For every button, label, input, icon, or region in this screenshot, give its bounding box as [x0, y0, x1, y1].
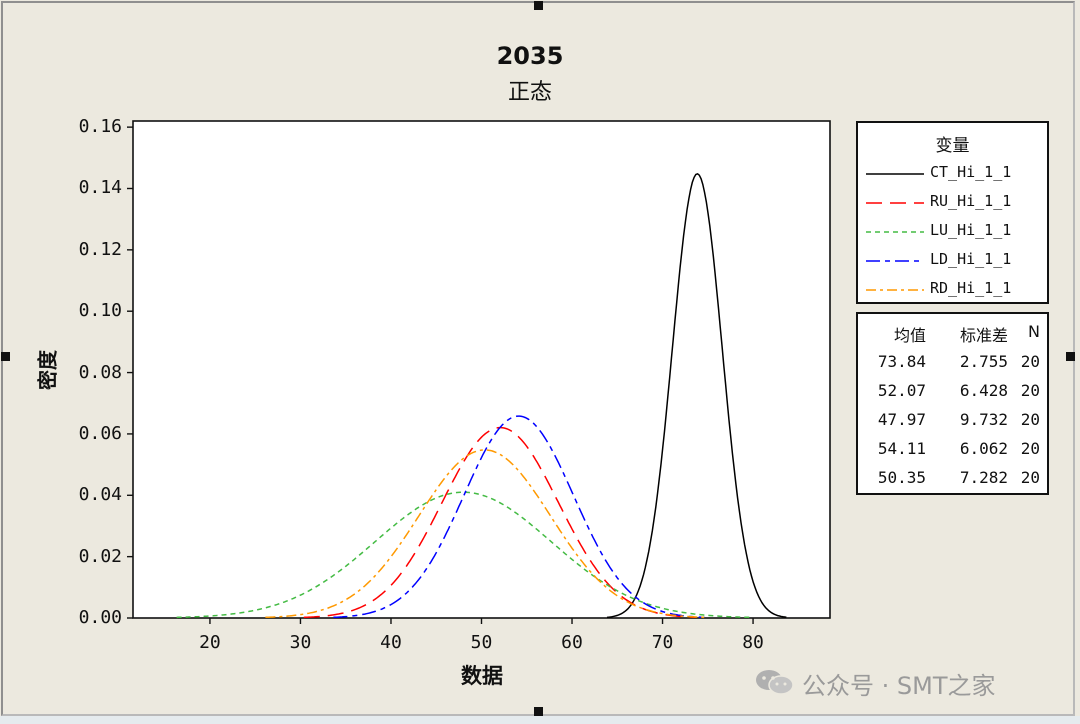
stats-row: 73.84 2.755 20 — [858, 352, 1047, 378]
legend-item: CT_Hi_1_1 — [858, 163, 1047, 189]
y-tick-label: 0.08 — [78, 361, 122, 383]
watermark-text: 公众号 · SMT之家 — [802, 672, 996, 700]
x-tick-label: 80 — [742, 632, 764, 653]
legend-item: LU_Hi_1_1 — [858, 221, 1047, 247]
window-bottom-strip — [0, 716, 1080, 724]
stats-n: 20 — [1020, 352, 1040, 371]
stats-n: 20 — [1020, 410, 1040, 429]
stats-mean: 50.35 — [877, 468, 926, 487]
legend-label: CT_Hi_1_1 — [930, 163, 1012, 181]
legend-line-swatch — [866, 231, 924, 233]
legend-label: LU_Hi_1_1 — [930, 221, 1012, 239]
legend-line-swatch — [866, 173, 924, 175]
resize-handle-top[interactable] — [534, 1, 543, 10]
resize-handle-left[interactable] — [1, 352, 10, 361]
x-axis-ticks — [209, 618, 754, 624]
y-tick-label: 0.04 — [78, 484, 122, 506]
stats-row: 50.35 7.282 20 — [858, 468, 1047, 494]
stats-header-mean: 均值 — [893, 326, 926, 345]
stats-row: 47.97 9.732 20 — [858, 410, 1047, 436]
chart-title: 2035 — [496, 42, 564, 70]
stats-n: 20 — [1020, 439, 1040, 458]
legend-item: RU_Hi_1_1 — [858, 192, 1047, 218]
y-tick-label: 0.14 — [78, 177, 122, 199]
x-tick-label: 50 — [470, 632, 493, 653]
stats-mean: 73.84 — [877, 352, 926, 371]
stats-n: 20 — [1020, 468, 1040, 487]
legend-title: 变量 — [935, 136, 970, 156]
legend-line-swatch — [866, 202, 924, 204]
legend-label: LD_Hi_1_1 — [930, 250, 1012, 268]
y-tick-label: 0.16 — [78, 116, 122, 138]
legend: 变量 CT_Hi_1_1 RU_Hi_1_1 LU_Hi_1_1 LD_Hi_1… — [856, 121, 1049, 304]
stats-table: 均值 标准差 N 73.84 2.755 20 52.07 6.428 20 4… — [856, 312, 1049, 495]
resize-handle-bottom[interactable] — [534, 707, 543, 716]
chart-subtitle: 正态 — [507, 80, 552, 105]
wechat-icon — [756, 670, 794, 695]
stats-header-row: 均值 标准差 N — [858, 322, 1047, 348]
legend-label: RD_Hi_1_1 — [930, 279, 1012, 297]
stats-sd: 2.755 — [959, 352, 1008, 371]
resize-handle-right[interactable] — [1066, 352, 1075, 361]
density-curve-ct-hi-1-1 — [606, 172, 787, 619]
plot-area — [132, 120, 831, 619]
density-curve-ld-hi-1-1 — [333, 415, 705, 619]
x-tick-label: 30 — [289, 632, 312, 653]
legend-item: RD_Hi_1_1 — [858, 279, 1047, 305]
y-tick-label: 0.06 — [78, 422, 122, 444]
density-curves — [176, 172, 787, 619]
stats-sd: 6.428 — [959, 381, 1008, 400]
y-tick-label: 0.02 — [78, 545, 122, 567]
x-tick-label: 60 — [561, 632, 583, 653]
legend-item: LD_Hi_1_1 — [858, 250, 1047, 276]
stats-header-n: N — [1028, 322, 1040, 341]
x-tick-label: 70 — [651, 632, 674, 653]
stats-n: 20 — [1020, 381, 1040, 400]
x-tick-label: 40 — [380, 632, 402, 653]
x-axis-label: 数据 — [461, 664, 503, 688]
stats-header-sd: 标准差 — [959, 326, 1008, 345]
stats-row: 54.11 6.062 20 — [858, 439, 1047, 465]
stats-sd: 6.062 — [959, 439, 1008, 458]
stats-mean: 54.11 — [877, 439, 926, 458]
stats-sd: 7.282 — [959, 468, 1008, 487]
x-tick-label: 20 — [199, 632, 221, 653]
stats-row: 52.07 6.428 20 — [858, 381, 1047, 407]
stats-mean: 47.97 — [877, 410, 926, 429]
legend-line-swatch — [866, 289, 924, 291]
stats-sd: 9.732 — [959, 410, 1008, 429]
y-axis-ticks — [127, 126, 133, 619]
legend-line-swatch — [866, 260, 924, 262]
density-curve-rd-hi-1-1 — [265, 449, 705, 619]
legend-label: RU_Hi_1_1 — [930, 192, 1012, 210]
y-tick-label: 0.12 — [78, 238, 122, 260]
y-tick-label: 0.00 — [78, 607, 122, 628]
y-tick-label: 0.10 — [78, 300, 122, 322]
stats-mean: 52.07 — [877, 381, 926, 400]
